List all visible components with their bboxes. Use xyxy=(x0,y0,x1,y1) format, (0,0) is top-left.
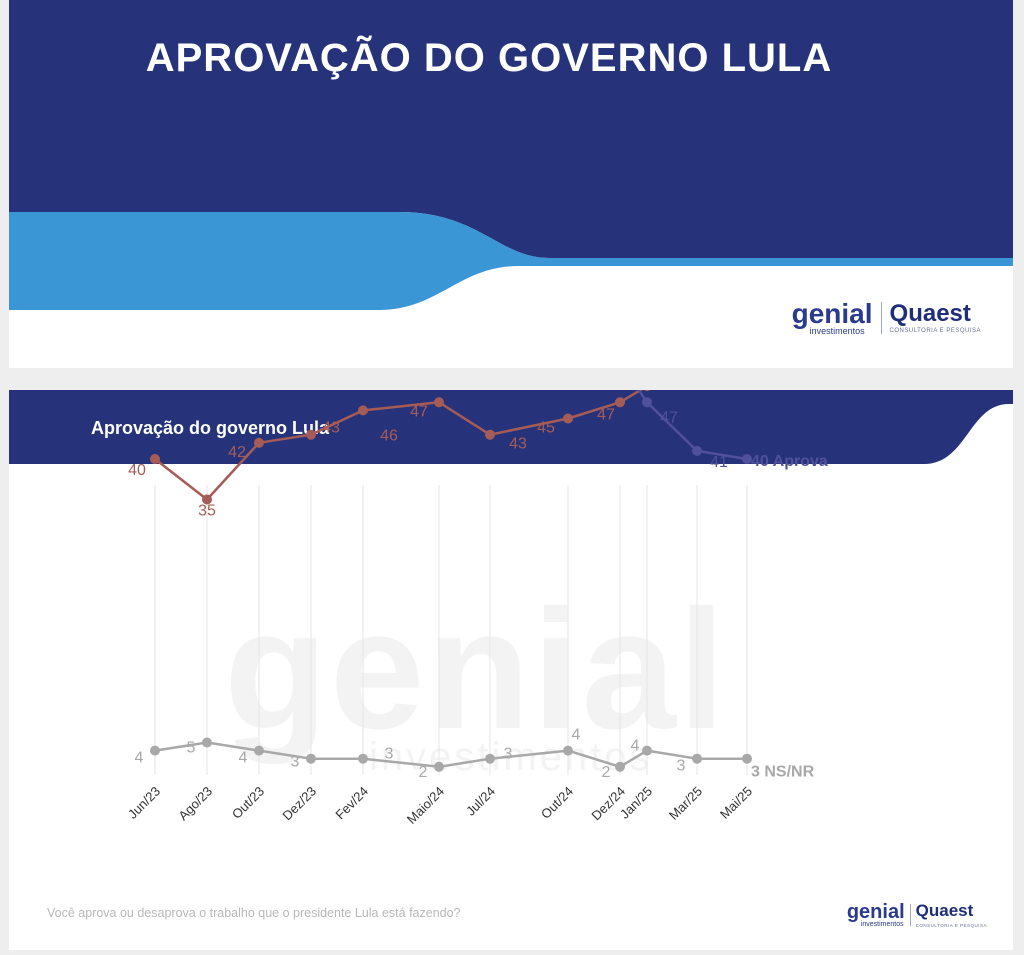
data-point xyxy=(358,753,368,764)
data-point xyxy=(434,761,444,772)
data-label: 3 xyxy=(291,754,300,771)
data-point xyxy=(202,737,212,748)
footer-logos: genial investimentos Quaest CONSULTORIA … xyxy=(847,902,987,928)
quaest-logo: Quaest CONSULTORIA E PESQUISA xyxy=(915,901,987,928)
data-label: 43 xyxy=(509,436,527,453)
data-point xyxy=(642,397,652,408)
data-label: 2 xyxy=(602,764,611,781)
series-line-aprova xyxy=(637,390,748,461)
data-label: 3 xyxy=(385,746,394,763)
x-tick-label: Ago/23 xyxy=(175,784,215,824)
data-label: 5 xyxy=(187,740,196,757)
x-tick-label: Fev/24 xyxy=(332,784,371,823)
data-point xyxy=(615,761,625,772)
data-point xyxy=(692,753,702,764)
quaest-logo: Quaest CONSULTORIA E PESQUISA xyxy=(889,300,981,335)
data-label: 3 xyxy=(677,758,686,775)
data-point xyxy=(563,745,573,756)
data-point xyxy=(306,753,316,764)
x-tick-label: Dez/23 xyxy=(279,784,319,824)
x-tick-label: Out/23 xyxy=(229,784,267,822)
data-point xyxy=(150,454,160,464)
x-tick-label: Jul/24 xyxy=(463,784,498,819)
cover-banner xyxy=(9,0,1013,310)
data-point xyxy=(485,753,495,764)
data-label: 45 xyxy=(537,420,555,437)
data-label: 47 xyxy=(410,403,428,420)
data-label: 46 xyxy=(380,427,398,444)
data-point xyxy=(254,437,264,448)
data-label: 4 xyxy=(572,727,581,744)
series-line-desaprova xyxy=(154,390,643,501)
data-point xyxy=(434,397,444,408)
x-tick-label: Maio/24 xyxy=(404,784,447,827)
series-end-label: 40 Aprova xyxy=(751,453,828,470)
chart-slide: Aprovação do governo Lula genial investi… xyxy=(9,390,1013,950)
data-point xyxy=(692,445,702,456)
survey-question: Você aprova ou desaprova o trabalho que … xyxy=(47,906,461,920)
data-point xyxy=(202,494,212,505)
data-point xyxy=(742,454,752,464)
data-label: 40 xyxy=(128,462,146,479)
data-label: 42 xyxy=(228,444,246,461)
series-end-label: 3 NS/NR xyxy=(751,764,815,781)
data-point xyxy=(643,390,651,392)
series-line-nsnr xyxy=(154,741,747,769)
data-label: 43 xyxy=(322,420,340,437)
data-label: 2 xyxy=(419,764,428,781)
x-tick-label: Mar/25 xyxy=(666,784,705,823)
genial-logo: genial investimentos xyxy=(846,901,905,928)
data-point xyxy=(254,745,264,756)
data-point xyxy=(150,745,160,756)
x-tick-label: Mai/25 xyxy=(717,784,755,822)
data-label: 4 xyxy=(135,750,144,767)
chart-title: Aprovação do governo Lula xyxy=(91,418,330,438)
data-point xyxy=(742,753,752,764)
cover-logos: genial investimentos Quaest CONSULTORIA … xyxy=(791,298,981,337)
data-label: 41 xyxy=(710,454,728,471)
cover-slide: APROVAÇÃO DO GOVERNO LULA genial investi… xyxy=(9,0,1013,368)
line-chart: 403542434647434547495657 Desaprova566054… xyxy=(125,390,828,827)
data-label: 4 xyxy=(239,750,248,767)
logo-divider xyxy=(909,904,911,926)
data-point xyxy=(358,405,368,416)
data-label: 47 xyxy=(597,406,615,423)
data-point xyxy=(306,429,316,440)
data-label: 35 xyxy=(198,503,216,520)
data-point xyxy=(563,413,573,424)
logo-divider xyxy=(880,302,882,334)
data-point xyxy=(642,745,652,756)
genial-logo: genial investimentos xyxy=(791,298,873,337)
cover-title: APROVAÇÃO DO GOVERNO LULA xyxy=(145,36,833,80)
x-tick-label: Jun/23 xyxy=(125,784,163,822)
data-label: 4 xyxy=(631,738,640,755)
data-label: 47 xyxy=(660,409,678,426)
data-point xyxy=(485,429,495,440)
data-label: 3 xyxy=(504,746,513,763)
data-point xyxy=(615,397,625,408)
x-tick-label: Out/24 xyxy=(538,784,576,822)
